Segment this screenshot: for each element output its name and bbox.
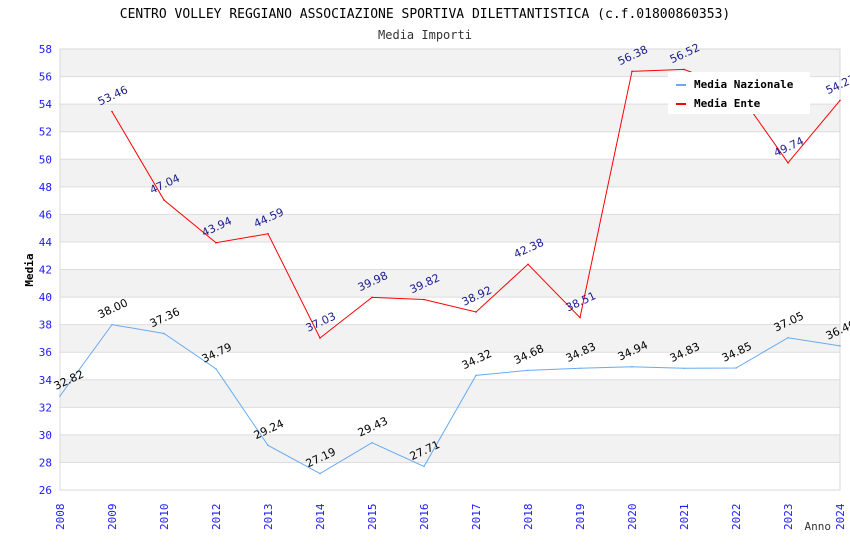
grid-band: [60, 241, 840, 270]
grid-band: [60, 297, 840, 325]
grid-band: [60, 379, 840, 408]
x-tick-label: 2009: [106, 504, 119, 531]
y-tick-label: 40: [39, 291, 52, 304]
data-point: [683, 367, 685, 370]
y-tick-label: 34: [39, 374, 53, 387]
x-tick-label: 2019: [574, 504, 587, 531]
series-line-nazionale: [59, 324, 841, 475]
x-axis-label: Anno: [805, 520, 832, 533]
x-tick-label: 2008: [54, 504, 67, 531]
grid-band: [60, 462, 840, 490]
y-tick-label: 26: [39, 484, 52, 497]
y-tick-label: 50: [39, 153, 52, 166]
grid-band: [60, 131, 840, 160]
data-point: [527, 369, 529, 372]
y-tick-label: 38: [39, 319, 52, 332]
y-tick-label: 30: [39, 429, 52, 442]
y-tick-label: 32: [39, 401, 52, 414]
x-tick-label: 2021: [678, 504, 691, 531]
x-tick-label: 2015: [366, 504, 379, 531]
y-tick-label: 46: [39, 208, 52, 221]
x-tick-label: 2016: [418, 504, 431, 531]
x-tick-label: 2018: [522, 504, 535, 531]
data-point: [423, 298, 425, 301]
chart-subtitle: Media Importi: [378, 28, 472, 42]
y-tick-label: 56: [39, 71, 52, 84]
y-tick-label: 52: [39, 126, 52, 139]
data-point: [423, 465, 425, 468]
y-tick-label: 54: [39, 98, 53, 111]
grid-band: [60, 214, 840, 242]
data-point: [111, 110, 113, 113]
legend-label-ente: Media Ente: [694, 97, 761, 110]
y-tick-label: 42: [39, 264, 52, 277]
y-axis-label: Media: [23, 253, 36, 286]
data-point: [735, 367, 737, 369]
grid-band: [60, 159, 840, 187]
data-point: [787, 162, 789, 164]
grid-band: [60, 352, 840, 380]
grid-band: [60, 324, 840, 353]
grid-band: [60, 434, 840, 463]
y-tick-label: 48: [39, 181, 52, 194]
data-point: [267, 444, 269, 447]
data-point: [631, 70, 633, 73]
chart-title: CENTRO VOLLEY REGGIANO ASSOCIAZIONE SPOR…: [120, 7, 730, 22]
plot-border: [59, 48, 841, 491]
data-point: [163, 332, 165, 335]
data-point: [839, 99, 841, 102]
grid-band: [60, 186, 840, 215]
grid-band: [60, 269, 840, 298]
data-point: [215, 241, 217, 244]
data-point: [527, 263, 529, 266]
data-point: [215, 368, 217, 370]
grid-band: [60, 49, 840, 77]
x-tick-label: 2014: [314, 503, 327, 530]
data-point: [59, 395, 61, 397]
data-point: [631, 365, 633, 368]
data-point: [371, 296, 373, 299]
data-point: [787, 336, 789, 339]
data-point: [371, 441, 373, 444]
data-point: [579, 367, 581, 370]
data-point: [579, 316, 581, 319]
data-point: [475, 311, 477, 313]
data-point: [319, 472, 321, 475]
legend: Media Nazionale Media Ente: [668, 72, 810, 114]
data-point: [683, 68, 685, 71]
legend-label-nazionale: Media Nazionale: [694, 78, 794, 91]
legend-swatch-nazionale: [676, 84, 686, 86]
y-tick-label: 36: [39, 346, 52, 359]
x-tick-label: 2020: [626, 504, 639, 531]
x-tick-label: 2013: [262, 504, 275, 531]
x-tick-label: 2017: [470, 504, 483, 531]
data-point: [111, 323, 113, 326]
y-tick-label: 44: [39, 236, 53, 249]
data-point: [163, 199, 165, 201]
y-tick-label: 58: [39, 43, 52, 56]
x-tick-label: 2024: [834, 503, 847, 530]
x-tick-label: 2012: [210, 504, 223, 531]
data-point: [475, 374, 477, 377]
x-tick-label: 2023: [782, 504, 795, 531]
data-point: [319, 337, 321, 339]
data-point: [267, 233, 269, 235]
data-point: [839, 345, 841, 347]
x-tick-label: 2010: [158, 504, 171, 531]
x-tick-label: 2022: [730, 504, 743, 531]
legend-swatch-ente: [676, 103, 686, 105]
y-tick-label: 28: [39, 456, 52, 469]
